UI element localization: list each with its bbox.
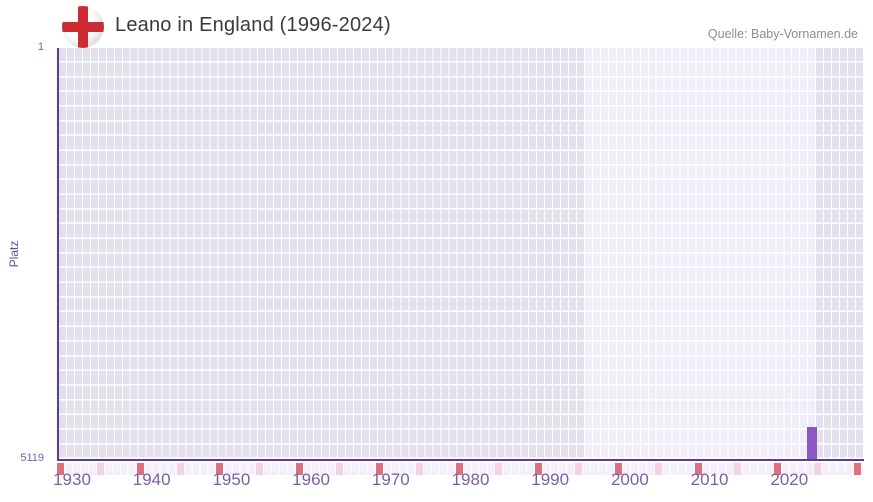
decade-marker [614, 463, 622, 475]
x-tick-label: 2020 [770, 470, 809, 489]
half-decade-marker [495, 463, 503, 475]
half-decade-marker [734, 463, 742, 475]
half-decade-marker [575, 463, 583, 475]
x-tick-label: 1960 [292, 470, 331, 489]
x-tick-label: 2000 [610, 470, 649, 489]
y-axis-label: Platz [7, 240, 21, 268]
decade-marker [774, 463, 782, 475]
source-label: Quelle: Baby-Vornamen.de [707, 27, 858, 41]
x-tick-label: 1970 [371, 470, 410, 489]
england-flag-icon [62, 6, 104, 48]
x-tick-label: 1930 [53, 470, 91, 489]
decade-marker [535, 463, 543, 475]
x-tick-label: 1950 [212, 470, 251, 489]
decade-marker [296, 463, 304, 475]
decade-marker [216, 463, 224, 475]
x-tick-label: 1980 [451, 470, 490, 489]
half-decade-marker [176, 463, 184, 475]
half-decade-marker [256, 463, 264, 475]
plot-area [57, 48, 864, 461]
x-tick-label: 2010 [690, 470, 729, 489]
half-decade-marker [415, 463, 423, 475]
flag-cross-horizontal [62, 22, 104, 32]
decade-marker [455, 463, 463, 475]
half-decade-marker [96, 463, 104, 475]
y-tick-top: 1 [37, 41, 44, 53]
half-decade-marker [814, 463, 822, 475]
rank-bar [807, 427, 818, 459]
x-tick-label: 1990 [531, 470, 570, 489]
decade-marker [854, 463, 861, 475]
decade-marker [57, 463, 64, 475]
x-tick-label: 1940 [132, 470, 171, 489]
x-axis-labels: 1930 1940 1950 1960 1970 1980 1990 2000 2010 2020 [53, 470, 864, 494]
page-title: Leano in England (1996-2024) [115, 14, 391, 36]
decade-marker [136, 463, 144, 475]
half-decade-marker [335, 463, 343, 475]
decade-marker [375, 463, 383, 475]
half-decade-marker [654, 463, 662, 475]
decade-marker-strip [57, 463, 863, 475]
decade-marker [694, 463, 702, 475]
y-tick-bottom: 5119 [20, 452, 44, 464]
